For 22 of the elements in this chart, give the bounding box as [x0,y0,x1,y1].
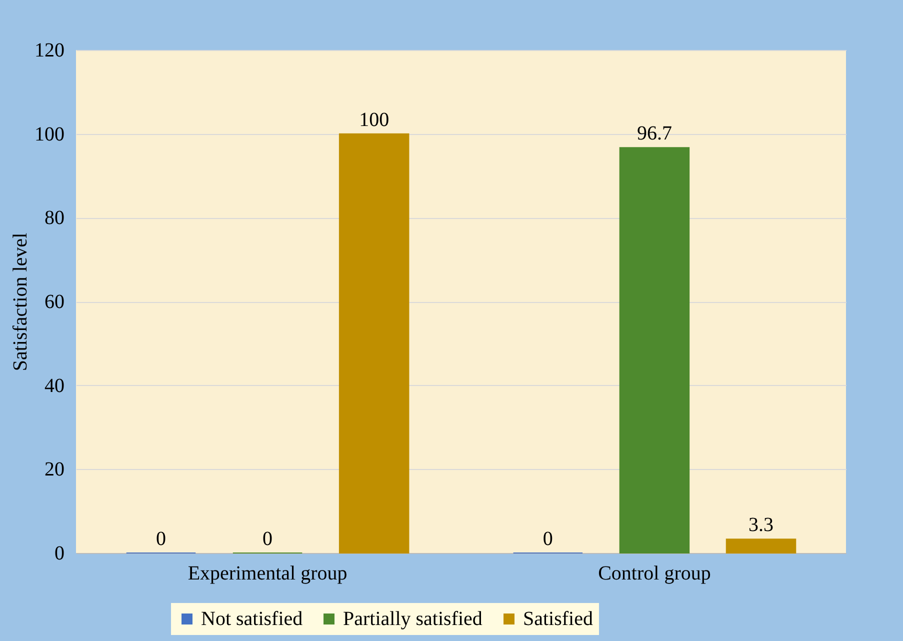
x-tick-label: Experimental group [188,562,348,584]
bar [619,147,690,554]
y-axis-title: Satisfaction level [10,232,32,372]
y-tick-label: 20 [44,458,64,481]
bar [338,133,410,554]
legend-label: Partially satisfied [343,608,482,630]
data-label: 3.3 [748,514,774,536]
bar [726,538,796,554]
y-tick-label: 0 [54,542,64,564]
data-label: 0 [542,528,553,550]
y-tick-label: 80 [44,207,64,230]
data-label: 96.7 [636,122,672,145]
data-label: 0 [262,528,273,550]
x-tick-label: Control group [598,562,711,584]
y-tick-label: 40 [44,374,64,397]
y-tick-label: 100 [34,123,64,146]
y-tick-label: 120 [34,40,64,62]
legend-label: Not satisfied [201,608,303,630]
data-label: 100 [359,108,390,131]
y-tick-label: 60 [44,291,64,313]
legend-label: Satisfied [523,608,593,630]
data-label: 0 [156,528,166,550]
